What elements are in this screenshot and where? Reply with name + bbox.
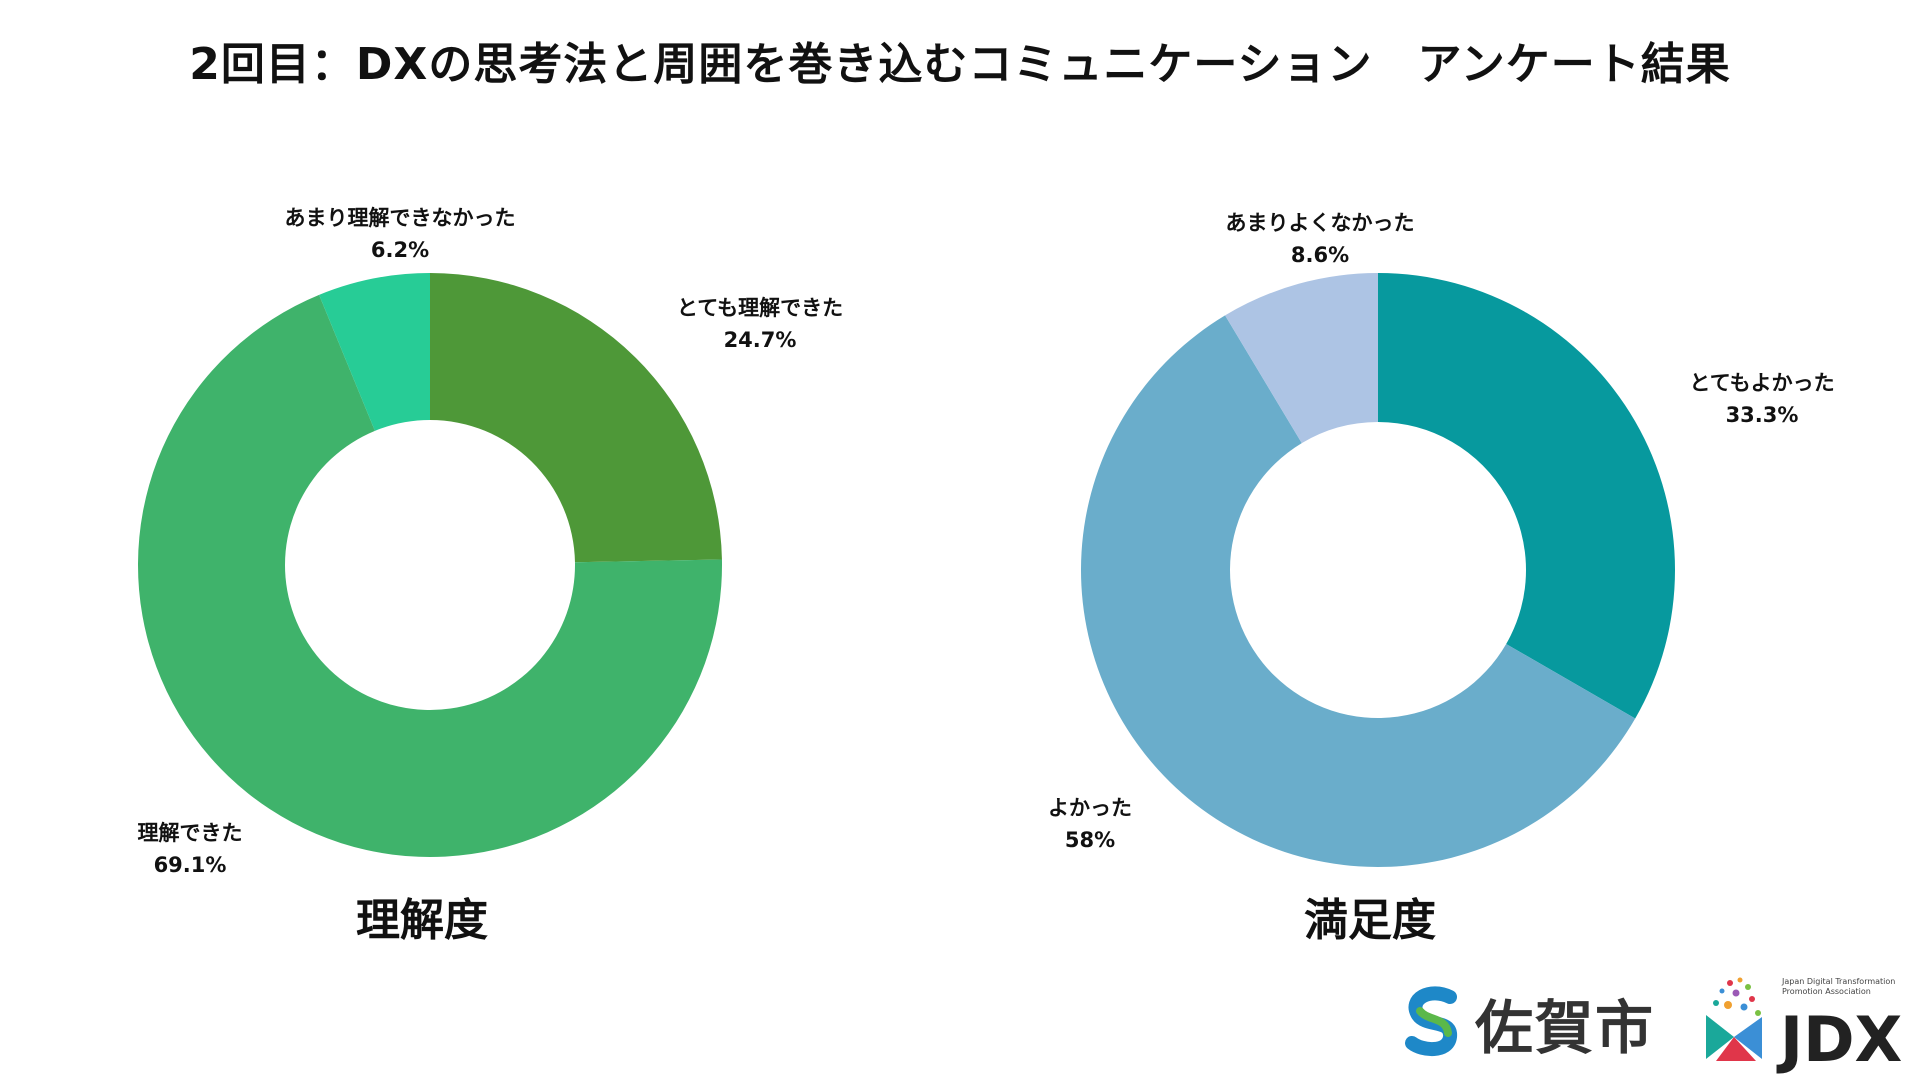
chart-1-slice-1-category: とても理解できた [677, 296, 843, 320]
chart-2-slice-2-value: 58% [1065, 828, 1115, 852]
jdx-logo: Japan Digital Transformation Promotion A… [1700, 975, 1910, 1076]
chart-1-slice-2-value: 69.1% [154, 853, 227, 877]
chart-1-slice-3-value: 6.2% [371, 238, 429, 262]
chart-2-title: 満足度 [1304, 895, 1436, 946]
chart-2-slice-1 [1378, 273, 1675, 719]
jdx-emblem-icon [1706, 977, 1762, 1061]
saga-city-logo: 佐賀市 [1400, 975, 1685, 1065]
chart-1-slice-1-value: 24.7% [724, 328, 797, 352]
chart-2-slice-2 [1080, 315, 1636, 867]
chart-1-slice-2-category: 理解できた [138, 821, 243, 845]
page-title: 2回目：DXの思考法と周囲を巻き込むコミュニケーション アンケート結果 [189, 39, 1731, 90]
chart-1-slice-3 [319, 273, 430, 431]
saga-city-name: 佐賀市 [1475, 994, 1656, 1062]
jdx-name: JDX [1780, 1003, 1903, 1076]
chart-2-slice-3-category: あまりよくなかった [1226, 211, 1415, 235]
saga-emblem-icon [1405, 986, 1457, 1056]
chart-2-slice-3 [1225, 273, 1378, 444]
chart-1-slice-2 [137, 294, 723, 857]
chart-1-title: 理解度 [356, 895, 488, 946]
chart-2-slice-1-category: とてもよかった [1689, 371, 1834, 395]
chart-2-slice-3-value: 8.6% [1291, 243, 1349, 267]
chart-2-slice-2-category: よかった [1048, 796, 1132, 820]
jdx-tagline: Japan Digital Transformation Promotion A… [1782, 977, 1896, 996]
chart-2-slice-1-value: 33.3% [1726, 403, 1799, 427]
chart-1-slice-3-category: あまり理解できなかった [285, 206, 516, 230]
donut-chart-2: とてもよかった 33.3% よかった 58% あまりよくなかった 8.6% 満足度 [1048, 211, 1835, 946]
chart-1-slice-1 [430, 273, 722, 563]
donut-chart-1: とても理解できた 24.7% 理解できた 69.1% あまり理解できなかった 6.2% 理解… [138, 206, 844, 946]
